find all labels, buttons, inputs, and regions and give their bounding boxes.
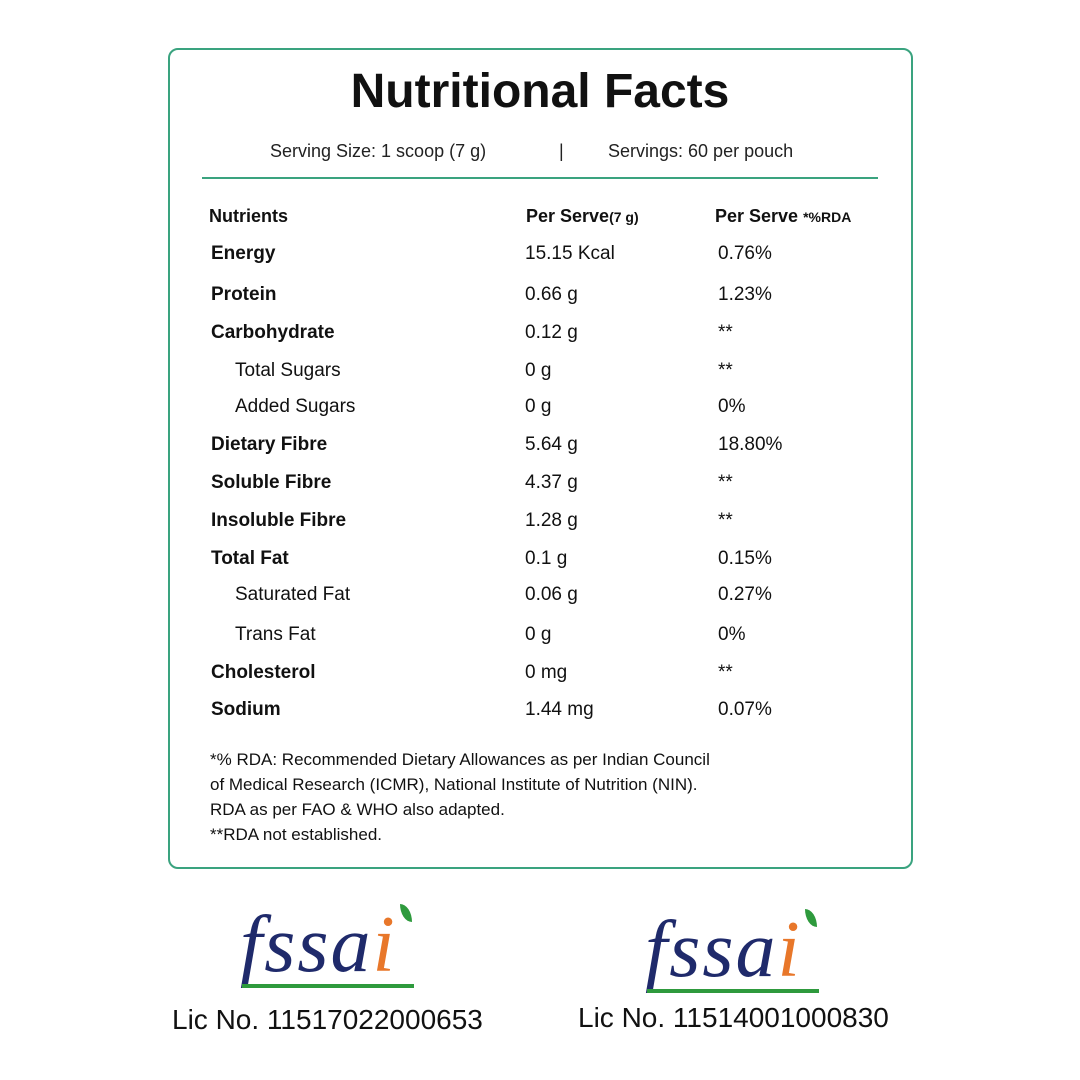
logo-text-end: i bbox=[372, 901, 397, 989]
logo-text: fssa bbox=[645, 906, 778, 994]
nutrient-name: Protein bbox=[211, 284, 277, 305]
facts-panel bbox=[168, 48, 913, 869]
rda: 1.23% bbox=[718, 284, 772, 305]
footnote: *% RDA: Recommended Dietary Allowances a… bbox=[210, 750, 710, 769]
amount: 1.44 mg bbox=[525, 699, 594, 720]
nutrient-name: Trans Fat bbox=[235, 624, 316, 645]
divider bbox=[202, 177, 878, 179]
amount: 0.06 g bbox=[525, 584, 578, 605]
footnote: RDA as per FAO & WHO also adapted. bbox=[210, 800, 505, 819]
separator: | bbox=[559, 141, 564, 161]
license-number: Lic No. 11514001000830 bbox=[578, 1002, 889, 1033]
amount: 0.66 g bbox=[525, 284, 578, 305]
amount: 1.28 g bbox=[525, 510, 578, 531]
nutrient-name: Sodium bbox=[211, 699, 281, 720]
amount: 0 g bbox=[525, 624, 552, 645]
header-text: Per Serve bbox=[526, 206, 610, 226]
header-unit: (7 g) bbox=[609, 209, 639, 225]
amount: 0 g bbox=[525, 396, 552, 417]
logo-underline bbox=[647, 989, 819, 993]
fssai-logo: fssai bbox=[240, 900, 397, 991]
nutrient-name: Cholesterol bbox=[211, 662, 316, 683]
amount: 0 g bbox=[525, 360, 552, 381]
footnote: of Medical Research (ICMR), National Ins… bbox=[210, 775, 698, 794]
rda: ** bbox=[718, 472, 733, 493]
serving-size: Serving Size: 1 scoop (7 g) bbox=[270, 141, 487, 161]
nutrient-name: Saturated Fat bbox=[235, 584, 351, 605]
title: Nutritional Facts bbox=[350, 65, 730, 118]
rda: ** bbox=[718, 322, 733, 343]
rda: 0.27% bbox=[718, 584, 772, 605]
nutrient-name: Carbohydrate bbox=[211, 322, 335, 343]
header-text: Per Serve bbox=[715, 206, 799, 226]
header-unit: *%RDA bbox=[803, 209, 852, 225]
logo-text-end: i bbox=[777, 906, 802, 994]
nutrient-name: Added Sugars bbox=[235, 396, 356, 417]
nutrient-name: Energy bbox=[211, 243, 276, 264]
rda: ** bbox=[718, 510, 733, 531]
nutrient-name: Soluble Fibre bbox=[211, 472, 332, 493]
rda: 0% bbox=[718, 396, 746, 417]
nutrient-name: Dietary Fibre bbox=[211, 434, 328, 455]
header-nutrients: Nutrients bbox=[209, 206, 289, 226]
rda: 0.76% bbox=[718, 243, 772, 264]
header-rda: Per Serve *%RDA bbox=[715, 206, 851, 227]
nutrient-name: Total Fat bbox=[211, 548, 289, 569]
footnote: **RDA not established. bbox=[210, 825, 382, 844]
logo-text: fssa bbox=[240, 901, 373, 989]
amount: 0.1 g bbox=[525, 548, 568, 569]
rda: 0% bbox=[718, 624, 746, 645]
nutrient-name: Insoluble Fibre bbox=[211, 510, 347, 531]
amount: 0 mg bbox=[525, 662, 568, 683]
amount: 4.37 g bbox=[525, 472, 578, 493]
fssai-logo: fssai bbox=[645, 905, 802, 996]
logo-underline bbox=[242, 984, 414, 988]
servings: Servings: 60 per pouch bbox=[608, 141, 794, 161]
amount: 15.15 Kcal bbox=[525, 243, 615, 264]
license-number: Lic No. 11517022000653 bbox=[172, 1004, 483, 1035]
rda: 0.07% bbox=[718, 699, 772, 720]
nutrient-name: Total Sugars bbox=[235, 360, 341, 381]
header-per-serve: Per Serve(7 g) bbox=[526, 206, 639, 227]
rda: 0.15% bbox=[718, 548, 772, 569]
rda: 18.80% bbox=[718, 434, 783, 455]
logo-leaf bbox=[805, 909, 817, 927]
amount: 5.64 g bbox=[525, 434, 578, 455]
amount: 0.12 g bbox=[525, 322, 578, 343]
logo-leaf bbox=[400, 904, 412, 922]
rda: ** bbox=[718, 360, 733, 381]
rda: ** bbox=[718, 662, 733, 683]
